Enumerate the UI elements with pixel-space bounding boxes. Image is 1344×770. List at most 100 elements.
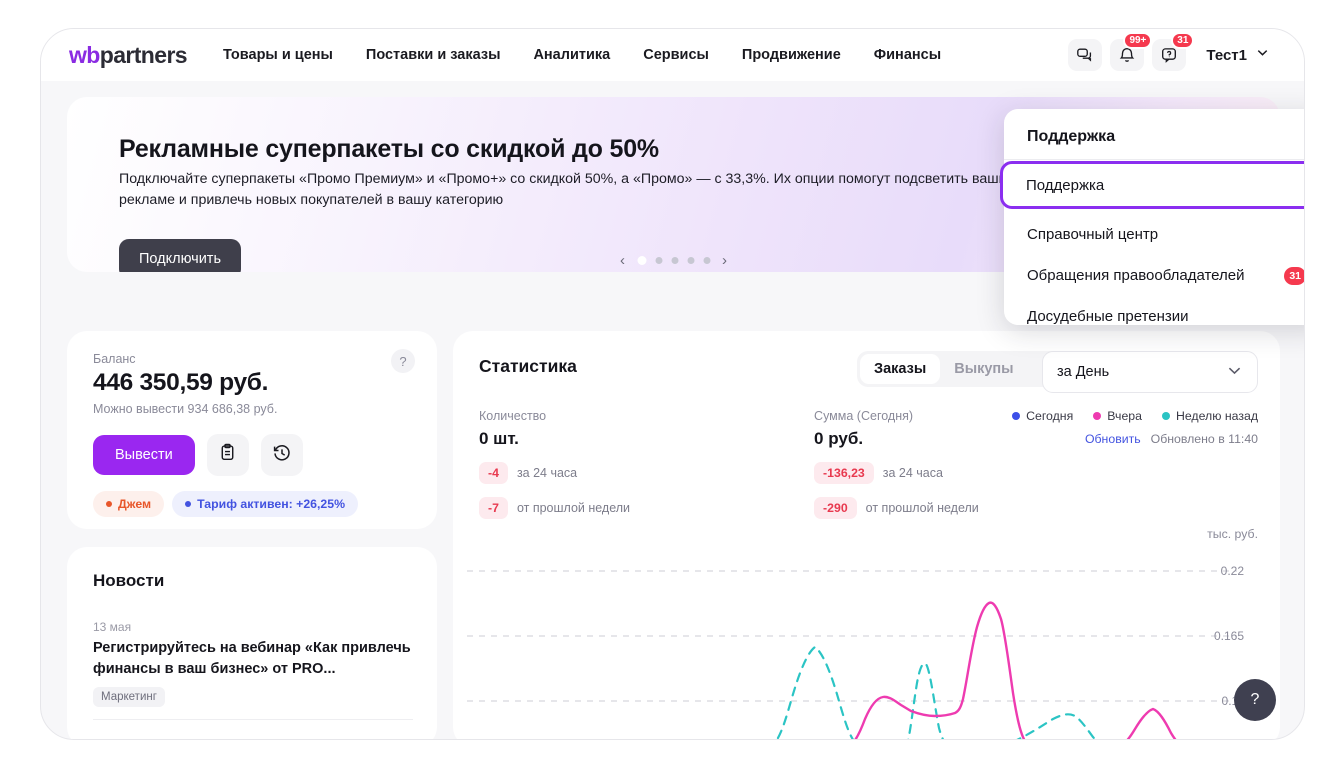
statistics-metrics: Количество 0 шт. -4 за 24 часа -7 от про…: [479, 409, 979, 519]
legend-item-week-ago[interactable]: Неделю назад: [1161, 409, 1258, 423]
logo-partners-text: partners: [99, 41, 188, 68]
metric-quantity-note-24h: за 24 часа: [516, 466, 578, 480]
history-icon-button[interactable]: [260, 434, 303, 476]
metric-quantity-pill-24h: -4: [479, 462, 508, 484]
nav-links: Товары и цены Поставки и заказы Аналитик…: [223, 47, 941, 63]
withdraw-button[interactable]: Вывести: [93, 435, 195, 475]
legend-label-week-ago: Неделю назад: [1175, 409, 1258, 423]
menu-item-rightsholder-badge: 31: [1284, 266, 1304, 285]
chevron-down-icon: [1226, 362, 1243, 383]
tab-orders[interactable]: Заказы: [860, 354, 941, 384]
floating-help-button[interactable]: ?: [1234, 679, 1276, 721]
carousel-dot-1[interactable]: [637, 256, 646, 265]
logo-wb-text: wb: [69, 41, 100, 68]
support-badge: 31: [1171, 32, 1195, 49]
nav-item-services[interactable]: Сервисы: [643, 47, 709, 63]
nav-item-finance[interactable]: Финансы: [873, 47, 942, 63]
nav-item-promotion[interactable]: Продвижение: [741, 47, 841, 63]
metric-sum: Сумма (Сегодня) 0 руб. -136,23 за 24 час…: [814, 409, 979, 519]
nav-item-goods-prices[interactable]: Товары и цены: [222, 47, 333, 63]
nav-item-supplies-orders[interactable]: Поставки и заказы: [365, 47, 501, 63]
metric-quantity-label: Количество: [479, 409, 547, 423]
connect-button[interactable]: Подключить: [119, 239, 242, 272]
menu-item-pretrial-claims[interactable]: Досудебные претензии: [1004, 296, 1304, 337]
clipboard-icon-button[interactable]: [206, 434, 249, 476]
chart-legend: Сегодня Вчера Неделю назад: [1012, 409, 1258, 423]
chip-dot-icon: [106, 501, 112, 507]
chat-icon: [1076, 46, 1094, 64]
metric-sum-value: 0 руб.: [814, 429, 864, 448]
carousel-dot-4[interactable]: [687, 257, 694, 264]
chip-tariff[interactable]: Тариф активен: +26,25%: [172, 491, 359, 517]
statistics-title: Статистика: [479, 356, 577, 376]
chart-svg: [467, 570, 1237, 739]
chat-icon-button[interactable]: [1068, 39, 1103, 71]
legend-item-today[interactable]: Сегодня: [1012, 409, 1073, 423]
support-dropdown-menu: Поддержка Поддержка Справочный центр Обр…: [1000, 109, 1304, 325]
legend-item-yesterday[interactable]: Вчера: [1093, 409, 1142, 423]
top-navigation-bar: wbpartners Товары и цены Поставки и зака…: [41, 29, 1304, 81]
metric-quantity-note-week: от прошлой недели: [516, 501, 631, 515]
balance-amount: 446 350,59 руб.: [93, 369, 269, 396]
carousel-prev-icon[interactable]: ‹: [620, 252, 625, 269]
banner-subtitle: Подключайте суперпакеты «Промо Премиум» …: [119, 171, 1150, 208]
chip-jem-label: Джем: [118, 497, 152, 511]
balance-chips: Джем Тариф активен: +26,25%: [93, 491, 359, 517]
chart-ytick-0: 0.22: [1220, 564, 1244, 578]
chip-dot-icon: [185, 501, 192, 507]
menu-item-support[interactable]: Поддержка: [1000, 161, 1304, 209]
support-icon-button[interactable]: 31: [1152, 32, 1195, 71]
metric-sum-label: Сумма (Сегодня): [814, 409, 914, 423]
wbpartners-logo[interactable]: wbpartners: [69, 41, 188, 69]
chart-ytick-1: 0.165: [1213, 629, 1244, 643]
menu-item-pretrial-claims-label: Досудебные претензии: [1027, 308, 1189, 325]
refresh-link[interactable]: Обновить: [1084, 432, 1141, 446]
chart-units-label: тыс. руб.: [1207, 527, 1258, 541]
banner-carousel-controls: ‹ ›: [617, 252, 730, 269]
chevron-down-icon: [1255, 45, 1270, 65]
metric-sum-pill-24h: -136,23: [814, 462, 874, 484]
balance-label: Баланс: [93, 352, 136, 366]
carousel-dot-2[interactable]: [655, 257, 662, 264]
news-item-tag: Маркетинг: [93, 687, 165, 707]
chip-jem[interactable]: Джем: [93, 491, 165, 517]
metric-sum-row-24h: -136,23 за 24 часа: [814, 462, 979, 484]
chip-tariff-label: Тариф активен: +26,25%: [197, 497, 346, 511]
legend-dot-icon: [1161, 412, 1170, 420]
menu-item-help-center[interactable]: Справочный центр: [1004, 214, 1304, 255]
metric-sum-note-week: от прошлой недели: [865, 501, 979, 515]
metric-quantity-row-week: -7 от прошлой недели: [479, 497, 630, 519]
tab-buyouts[interactable]: Выкупы: [954, 361, 1014, 377]
carousel-dot-5[interactable]: [703, 257, 710, 264]
support-question-icon: [1160, 46, 1178, 64]
legend-label-yesterday: Вчера: [1107, 409, 1142, 423]
notifications-icon-button[interactable]: 99+: [1110, 32, 1153, 71]
period-select[interactable]: за День: [1042, 351, 1258, 393]
chart-gridlines: [467, 570, 1237, 702]
menu-item-help-center-label: Справочный центр: [1027, 226, 1159, 243]
news-item-date: 13 мая: [93, 620, 132, 634]
history-clock-icon: [272, 443, 292, 468]
refresh-timestamp: Обновлено в 11:40: [1150, 432, 1258, 446]
balance-help-icon[interactable]: ?: [391, 349, 415, 373]
metric-quantity-pill-week: -7: [479, 497, 508, 519]
metric-quantity-value: 0 шт.: [479, 429, 519, 448]
user-menu-button[interactable]: Тест1: [1194, 39, 1280, 71]
carousel-next-icon[interactable]: ›: [722, 252, 727, 269]
metric-sum-note-24h: за 24 часа: [882, 466, 943, 480]
metric-sum-row-week: -290 от прошлой недели: [814, 497, 979, 519]
orders-chart: 0.22 0.165 0.11: [467, 553, 1266, 739]
menu-item-rightsholder-appeals[interactable]: Обращения правообладателей 31: [1004, 255, 1304, 296]
news-card: Новости 13 мая Регистрируйтесь на вебина…: [67, 547, 437, 739]
app-window: wbpartners Товары и цены Поставки и зака…: [40, 28, 1305, 740]
chart-series-yesterday: [854, 601, 1177, 739]
nav-right-actions: 99+ 31 Тест1: [1068, 32, 1280, 71]
statistics-card: Статистика Заказы Выкупы Баланс за День …: [453, 331, 1280, 739]
banner-title: Рекламные суперпакеты со скидкой до 50%: [119, 135, 659, 163]
carousel-dot-3[interactable]: [671, 257, 678, 264]
news-item-headline[interactable]: Регистрируйтесь на вебинар «Как привлечь…: [93, 640, 411, 677]
notifications-badge: 99+: [1123, 32, 1153, 49]
nav-item-analytics[interactable]: Аналитика: [533, 47, 611, 63]
legend-label-today: Сегодня: [1026, 409, 1074, 423]
